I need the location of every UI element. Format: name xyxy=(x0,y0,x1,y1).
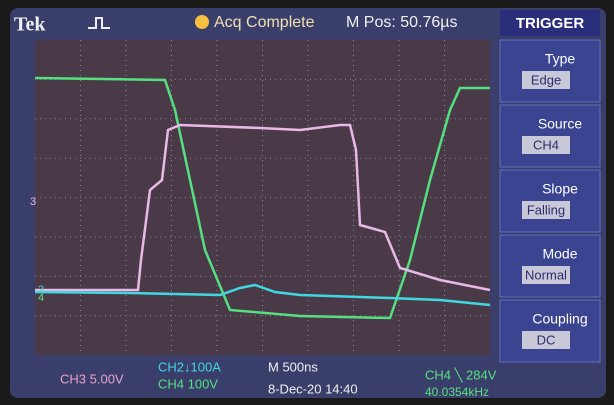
date: 8-Dec-20 14:40 xyxy=(268,381,358,396)
menu-title: TRIGGER xyxy=(516,15,585,32)
position: M Pos: 50.76µs xyxy=(346,14,458,31)
ch4-marker: 4 xyxy=(38,292,44,304)
status-icon xyxy=(195,15,209,29)
page: Tek Acq Complete M Pos: 50.76µs 3 2 4 TR… xyxy=(0,0,614,405)
menu-value: Edge xyxy=(531,72,561,87)
menu-label: Source xyxy=(538,116,583,132)
trigger-level: CH4 ╲ 284V xyxy=(425,366,497,383)
frequency: 40.0354kHz xyxy=(425,385,489,399)
menu-value: DC xyxy=(537,332,556,347)
menu-label: Mode xyxy=(542,246,577,262)
ch3-scale: CH3 5.00V xyxy=(60,371,124,386)
brand: Tek xyxy=(14,14,46,36)
ch3-marker: 3 xyxy=(30,196,36,208)
acq-status: Acq Complete xyxy=(214,14,315,31)
timebase: M 500ns xyxy=(268,359,318,374)
menu-label: Coupling xyxy=(532,311,587,327)
graticule xyxy=(35,40,490,355)
menu-label: Slope xyxy=(542,181,578,197)
menu-value: CH4 xyxy=(533,137,559,152)
menu-label: Type xyxy=(545,51,576,67)
trigger-menu: Type Edge Source CH4 Slope Falling Mode Normal C… xyxy=(500,40,600,362)
menu-value: Falling xyxy=(527,202,565,217)
menu-value: Normal xyxy=(525,267,567,282)
oscilloscope: Tek Acq Complete M Pos: 50.76µs 3 2 4 TR… xyxy=(0,0,614,405)
ch4-scale: CH4 100V xyxy=(158,376,218,391)
ch2-scale: CH2↓100A xyxy=(158,359,221,374)
